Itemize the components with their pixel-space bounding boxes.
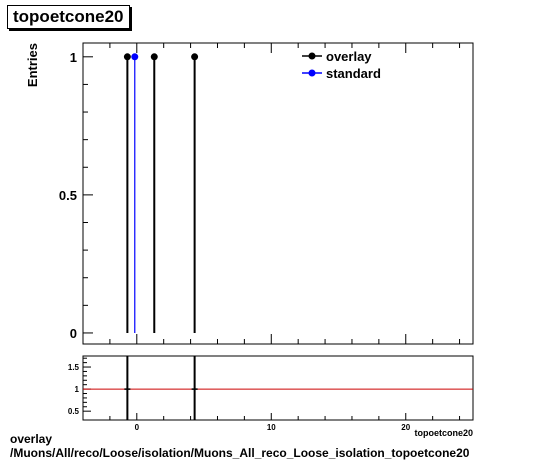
y-axis-label: Entries: [25, 43, 40, 87]
data-point-standard: [131, 53, 139, 61]
y-tick-label: 1: [70, 50, 77, 65]
y-tick-label: 0.5: [59, 188, 77, 203]
ratio-frame: [82, 355, 474, 421]
footer-line-1: overlay: [10, 432, 53, 446]
ratio-y-tick-label: 0.5: [68, 407, 80, 416]
x-tick-label: 0: [135, 423, 140, 432]
ratio-y-tick-label: 1.5: [68, 363, 80, 372]
y-tick-label: 0: [70, 326, 77, 341]
legend-marker-standard: [308, 69, 316, 77]
legend-marker-overlay: [308, 52, 316, 60]
data-point-overlay: [123, 53, 131, 61]
legend-label-standard: standard: [326, 66, 381, 81]
x-axis-label: topoetcone20: [414, 428, 473, 438]
data-point-overlay: [150, 53, 158, 61]
data-point-overlay: [191, 53, 199, 61]
x-tick-label: 10: [267, 423, 276, 432]
footer-path: /Muons/All/reco/Loose/isolation/Muons_Al…: [10, 446, 470, 460]
x-tick-label: 20: [401, 423, 410, 432]
legend-label-overlay: overlay: [326, 49, 372, 64]
main-frame: [82, 42, 474, 345]
plot-title: topoetcone20: [7, 5, 130, 29]
ratio-y-tick-label: 1: [75, 385, 80, 394]
